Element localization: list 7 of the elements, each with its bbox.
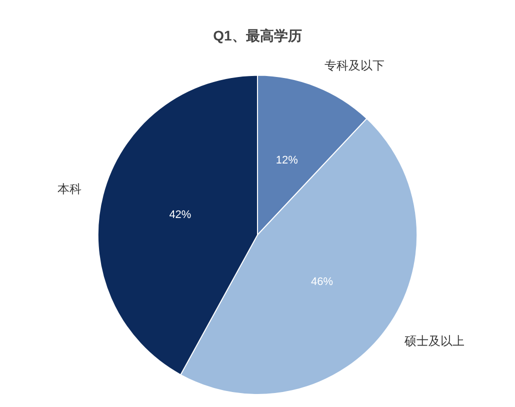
data-label: 46% bbox=[311, 276, 334, 288]
data-label: 12% bbox=[276, 154, 298, 167]
slice-label: 硕士及以上 bbox=[403, 334, 464, 348]
data-label: 42% bbox=[169, 209, 192, 222]
slice-label: 本科 bbox=[58, 182, 82, 196]
slice-label: 专科及以下 bbox=[324, 58, 384, 72]
chart-title: Q1、最高学历 bbox=[213, 27, 302, 44]
